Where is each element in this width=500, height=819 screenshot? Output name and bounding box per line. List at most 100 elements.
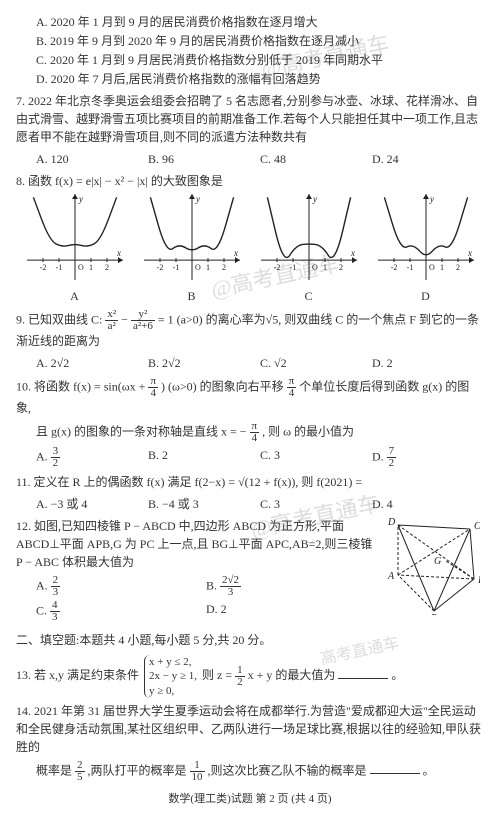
- q10-f2d: 4: [287, 388, 297, 399]
- q14-f2d: 10: [190, 772, 205, 783]
- svg-text:-2: -2: [390, 263, 397, 272]
- svg-text:O: O: [78, 263, 84, 272]
- q13-pre: 13. 若 x,y 满足约束条件: [16, 668, 142, 682]
- q14-dot: 。: [423, 763, 435, 777]
- svg-text:G: G: [434, 556, 441, 567]
- svg-text:O: O: [429, 263, 435, 272]
- q10-line2: 且 g(x) 的图象的一条对称轴是直线 x = − π4 , 则 ω 的最小值为: [36, 421, 484, 444]
- svg-text:O: O: [195, 263, 201, 272]
- svg-text:x: x: [350, 248, 355, 258]
- q6-opt-b: B. 2019 年 9 月到 2020 年 9 月的居民消费价格指数在逐月减小: [36, 32, 484, 50]
- q8-label-b: B: [144, 287, 240, 305]
- svg-text:y: y: [312, 194, 317, 204]
- q14-blank: [370, 761, 420, 774]
- q11-opt-d: D. 4: [372, 495, 484, 513]
- q10-l2a: 且 g(x) 的图象的一条对称轴是直线 x = −: [36, 424, 250, 438]
- q10-l2b: , 则 ω 的最小值为: [262, 424, 354, 438]
- svg-text:x: x: [233, 248, 238, 258]
- svg-text:P: P: [430, 613, 437, 615]
- q14-p2: ,两队打平的概率是: [88, 763, 190, 777]
- q8-graphs: -2 -1 1 2 Ox y A -2 -1 1 2 Ox y B -2 -1 1 2 Ox y C -2 -1 1 2 O…: [16, 194, 484, 305]
- q13-c1: x + y ≤ 2,: [149, 656, 192, 668]
- section2-title: 二、填空题:本题共 4 小题,每小题 5 分,共 20 分。: [16, 631, 484, 649]
- q14-line2: 概率是 25 ,两队打平的概率是 110 ,则这次比赛乙队不输的概率是 。: [36, 760, 484, 783]
- svg-text:2: 2: [222, 263, 226, 272]
- svg-text:2: 2: [339, 263, 343, 272]
- svg-text:C: C: [474, 521, 480, 532]
- q13-c2: 2x − y ≥ 1,: [149, 670, 197, 682]
- q10-mid: ) (ω>0) 的图象向右平移: [161, 379, 287, 393]
- q8-label-a: A: [27, 287, 123, 305]
- q9-f2d: a²+6: [131, 321, 155, 332]
- svg-text:1: 1: [89, 263, 93, 272]
- q9-f1d: a²: [105, 321, 118, 332]
- svg-text:O: O: [312, 263, 318, 272]
- svg-text:2: 2: [456, 263, 460, 272]
- q10-f3d: 4: [250, 433, 260, 444]
- q7-opt-d: D. 24: [372, 150, 484, 168]
- svg-text:x: x: [467, 248, 472, 258]
- q8-label-c: C: [261, 287, 357, 305]
- q14-text: 14. 2021 年第 31 届世界大学生夏季运动会将在成都举行.为营造"爱成都…: [16, 702, 484, 756]
- svg-text:D: D: [387, 517, 396, 528]
- q13-c3: y ≥ 0,: [149, 685, 174, 697]
- svg-text:y: y: [78, 194, 83, 204]
- q13: 13. 若 x,y 满足约束条件 x + y ≤ 2, 2x − y ≥ 1, …: [16, 655, 484, 698]
- q10-opt-d: D. 72: [372, 446, 484, 469]
- q10-opt-b: B. 2: [148, 446, 260, 469]
- q9-minus: −: [121, 312, 131, 326]
- svg-text:x: x: [116, 248, 121, 258]
- q8-graph-b: -2 -1 1 2 Ox y: [144, 194, 240, 280]
- q9-opt-d: D. 2: [372, 354, 484, 372]
- q7-text: 7. 2022 年北京冬季奥运会组委会招聘了 5 名志愿者,分别参与冰壶、冰球、…: [16, 92, 484, 146]
- q10-opt-a: A. 32: [36, 446, 148, 469]
- q6-opt-d: D. 2020 年 7 月后,居民消费价格指数的涨幅有回落趋势: [36, 70, 484, 88]
- q14-f1n: 2: [75, 760, 85, 772]
- q7-opt-c: C. 48: [260, 150, 372, 168]
- svg-text:-1: -1: [289, 263, 296, 272]
- q11-opt-b: B. −4 或 3: [148, 495, 260, 513]
- q14-p1: 概率是: [36, 763, 75, 777]
- q11-text: 11. 定义在 R 上的偶函数 f(x) 满足 f(2−x) = √(12 + …: [16, 473, 484, 491]
- q8-label-d: D: [378, 287, 474, 305]
- q13-blank: [338, 666, 388, 679]
- page-footer: 数学(理工类)试题 第 2 页 (共 4 页): [16, 791, 484, 808]
- svg-text:y: y: [195, 194, 200, 204]
- q13-post: x + y 的最大值为: [248, 668, 339, 682]
- q10-opt-c: C. 3: [260, 446, 372, 469]
- q13-mid: 则 z =: [202, 668, 235, 682]
- q11-opt-a: A. −3 或 4: [36, 495, 148, 513]
- q7-opt-a: A. 120: [36, 150, 148, 168]
- svg-text:1: 1: [440, 263, 444, 272]
- q9: 9. 已知双曲线 C: x²a² − y²a²+6 = 1 (a>0) 的离心率…: [16, 309, 484, 350]
- q12-opt-a: A. 23: [36, 575, 206, 598]
- svg-text:-2: -2: [273, 263, 280, 272]
- svg-text:-1: -1: [55, 263, 62, 272]
- svg-text:1: 1: [206, 263, 210, 272]
- q6-opt-c: C. 2020 年 1 月到 9 月居民消费价格指数分别低于 2019 年同期水…: [36, 51, 484, 69]
- svg-text:A: A: [387, 571, 395, 582]
- q9-opt-a: A. 2√2: [36, 354, 148, 372]
- q9-opt-b: B. 2√2: [148, 354, 260, 372]
- q12-opt-d: D. 2: [206, 600, 376, 623]
- svg-text:-2: -2: [39, 263, 46, 272]
- q13-fd: 2: [235, 677, 245, 688]
- svg-text:-2: -2: [156, 263, 163, 272]
- q8-graph-d: -2 -1 1 2 Ox y: [378, 194, 474, 280]
- q12-opt-c: C. 43: [36, 600, 206, 623]
- q9-opt-c: C. √2: [260, 354, 372, 372]
- svg-text:y: y: [429, 194, 434, 204]
- svg-text:-1: -1: [172, 263, 179, 272]
- q8-text: 8. 函数 f(x) = e|x| − x² − |x| 的大致图象是: [16, 172, 484, 190]
- q11-opt-c: C. 3: [260, 495, 372, 513]
- svg-text:-1: -1: [406, 263, 413, 272]
- q13-dot: 。: [391, 668, 403, 682]
- q6-opt-a: A. 2020 年 1 月到 9 月的居民消费价格指数在逐月增大: [36, 13, 484, 31]
- q10-f1d: 4: [148, 388, 158, 399]
- q12-pyramid: ABCDPG: [384, 515, 480, 615]
- svg-text:2: 2: [105, 263, 109, 272]
- q10-pre: 10. 将函数 f(x) = sin(ωx +: [16, 379, 148, 393]
- q14-p3: ,则这次比赛乙队不输的概率是: [208, 763, 370, 777]
- q8-graph-c: -2-112Oxy: [261, 194, 357, 280]
- q9-pre: 9. 已知双曲线 C:: [16, 312, 105, 326]
